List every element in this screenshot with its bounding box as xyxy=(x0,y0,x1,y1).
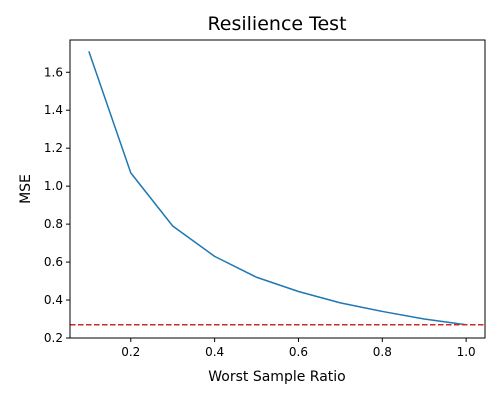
y-tick-label: 0.8 xyxy=(44,217,63,231)
y-tick-label: 1.4 xyxy=(44,103,63,117)
x-tick-label: 0.2 xyxy=(121,345,140,359)
plot-frame xyxy=(69,39,486,339)
x-tick-label: 0.8 xyxy=(373,345,392,359)
y-axis-label: MSE xyxy=(18,174,34,204)
y-tick-label: 1.2 xyxy=(44,141,63,155)
y-axis: 0.2 0.4 0.6 0.8 1.0 1.2 1.4 1.6 xyxy=(44,65,70,345)
plot-area xyxy=(70,51,485,326)
series-line-0 xyxy=(88,51,467,326)
y-tick-label: 1.0 xyxy=(44,179,63,193)
y-tick-label: 0.2 xyxy=(44,331,63,345)
x-tick-label: 0.6 xyxy=(289,345,308,359)
x-axis: 0.2 0.4 0.6 0.8 1.0 xyxy=(121,338,476,359)
x-tick-label: 1.0 xyxy=(457,345,476,359)
y-tick-label: 0.6 xyxy=(44,255,63,269)
x-axis-label: Worst Sample Ratio xyxy=(208,369,345,385)
y-tick-label: 0.4 xyxy=(44,293,63,307)
x-tick-label: 0.4 xyxy=(205,345,224,359)
y-tick-label: 1.6 xyxy=(44,65,63,79)
chart-title: Resilience Test xyxy=(207,13,346,35)
